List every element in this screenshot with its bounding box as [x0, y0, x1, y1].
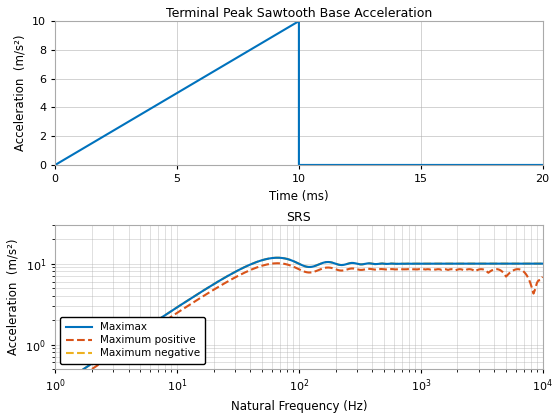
- Maximum positive: [274, 261, 281, 266]
- Maximax: [52, 386, 59, 391]
- Maximax: [82, 365, 88, 370]
- Title: Terminal Peak Sawtooth Base Acceleration: Terminal Peak Sawtooth Base Acceleration: [166, 7, 432, 20]
- Maximax: [363, 261, 370, 266]
- Maximum negative: [422, 261, 429, 266]
- X-axis label: Time (ms): Time (ms): [269, 189, 329, 202]
- Maximum positive: [52, 391, 59, 396]
- X-axis label: Natural Frequency (Hz): Natural Frequency (Hz): [231, 400, 367, 413]
- Maximax: [539, 261, 546, 266]
- Maximax: [335, 262, 342, 267]
- Maximum negative: [335, 262, 342, 267]
- Maximum positive: [472, 268, 479, 273]
- Maximax: [472, 261, 479, 266]
- Maximax: [422, 261, 429, 266]
- Maximax: [348, 260, 355, 265]
- Y-axis label: Acceleration  (m/s²): Acceleration (m/s²): [13, 35, 26, 151]
- Title: SRS: SRS: [287, 211, 311, 224]
- Maximum positive: [82, 371, 88, 376]
- Legend: Maximax, Maximum positive, Maximum negative: Maximax, Maximum positive, Maximum negat…: [60, 317, 206, 364]
- Y-axis label: Acceleration  (m/s²): Acceleration (m/s²): [7, 239, 20, 355]
- Maximax: [274, 255, 281, 260]
- Maximum positive: [539, 274, 546, 279]
- Maximum negative: [52, 386, 59, 391]
- Maximum negative: [539, 261, 546, 266]
- Maximum positive: [335, 268, 342, 273]
- Maximum negative: [274, 255, 281, 260]
- Maximum negative: [363, 261, 370, 266]
- Maximum positive: [348, 266, 355, 271]
- Line: Maximax: Maximax: [55, 258, 543, 388]
- Maximum negative: [472, 261, 479, 266]
- Line: Maximum positive: Maximum positive: [55, 263, 543, 394]
- Maximum positive: [422, 267, 429, 272]
- Line: Maximum negative: Maximum negative: [55, 258, 543, 388]
- Maximum negative: [348, 260, 355, 265]
- Maximum negative: [82, 365, 88, 370]
- Maximum positive: [363, 267, 370, 272]
